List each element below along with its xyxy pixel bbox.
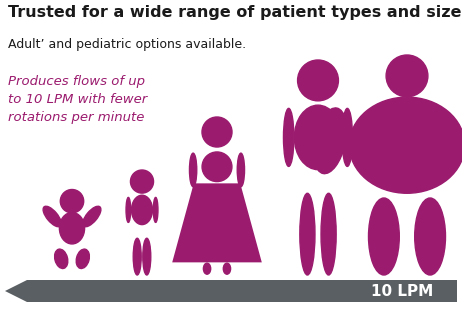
Ellipse shape <box>60 212 85 244</box>
Ellipse shape <box>415 198 445 275</box>
Polygon shape <box>172 183 262 262</box>
Ellipse shape <box>76 249 90 269</box>
Text: Trusted for a wide range of patient types and sizes: Trusted for a wide range of patient type… <box>8 5 462 20</box>
Polygon shape <box>5 280 457 302</box>
Ellipse shape <box>369 198 399 275</box>
Ellipse shape <box>349 97 462 193</box>
Ellipse shape <box>132 195 152 225</box>
Ellipse shape <box>284 108 294 167</box>
Ellipse shape <box>153 197 158 222</box>
Ellipse shape <box>126 197 131 222</box>
Text: Adult’ and pediatric options available.: Adult’ and pediatric options available. <box>8 38 246 51</box>
Ellipse shape <box>203 263 211 274</box>
Ellipse shape <box>143 238 151 275</box>
Text: 10 LPM: 10 LPM <box>371 284 433 299</box>
Ellipse shape <box>43 206 61 227</box>
Ellipse shape <box>83 206 101 227</box>
Ellipse shape <box>223 263 231 274</box>
Ellipse shape <box>294 105 342 170</box>
Ellipse shape <box>133 238 141 275</box>
Ellipse shape <box>189 153 197 187</box>
Circle shape <box>298 60 339 101</box>
Circle shape <box>202 117 232 147</box>
Text: Produces flows of up
to 10 LPM with fewer
rotations per minute: Produces flows of up to 10 LPM with fewe… <box>8 75 147 124</box>
Circle shape <box>61 189 84 213</box>
Ellipse shape <box>313 108 346 174</box>
Circle shape <box>130 170 153 193</box>
Ellipse shape <box>202 152 232 182</box>
Ellipse shape <box>321 193 336 275</box>
Ellipse shape <box>300 193 315 275</box>
Circle shape <box>386 55 428 97</box>
Ellipse shape <box>237 153 244 187</box>
Ellipse shape <box>55 249 68 269</box>
Ellipse shape <box>342 108 353 167</box>
